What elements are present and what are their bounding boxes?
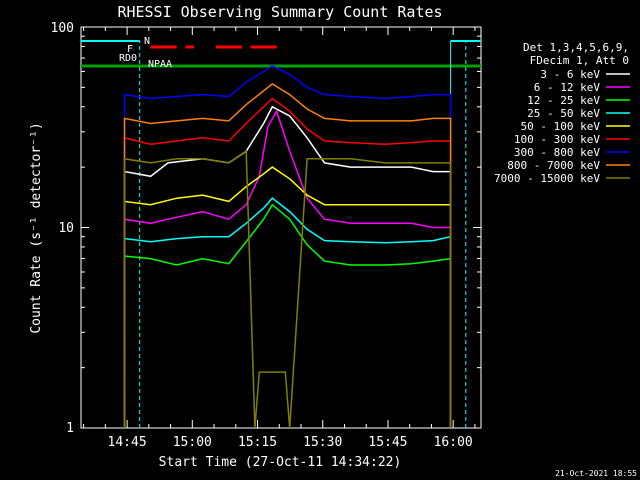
flag-label-npaa: NPAA [148, 59, 172, 70]
series-line [123, 203, 452, 428]
x-tick-label: 15:45 [368, 435, 407, 450]
x-tick-label: 15:30 [303, 435, 342, 450]
series-line [123, 149, 452, 429]
legend-entry-label: 100 - 300 keV [514, 133, 600, 146]
x-axis-label: Start Time (27-Oct-11 14:34:22) [159, 455, 402, 470]
legend-entry-label: 3 - 6 keV [540, 68, 600, 81]
legend-entry-label: 6 - 12 keV [534, 81, 601, 94]
series-line [123, 109, 452, 428]
x-tick-label: 16:00 [434, 435, 473, 450]
legend-entry-label: 300 - 800 keV [514, 146, 600, 159]
y-tick-label: 10 [58, 221, 74, 236]
x-tick-labels: 14:45 15:00 15:15 15:30 15:45 16:00 [108, 435, 473, 450]
y-axis-label: Count Rate (s⁻¹ detector⁻¹) [29, 122, 44, 333]
axis-ticks [81, 26, 481, 429]
y-tick-label: 100 [51, 21, 74, 36]
legend-header: FDecim 1, Att 0 [530, 54, 629, 67]
y-tick-label: 1 [66, 421, 74, 436]
flag-label-n: N [144, 36, 150, 47]
series-line [123, 65, 452, 428]
legend-entry-label: 50 - 100 keV [521, 120, 601, 133]
y-tick-labels: 1 10 100 [51, 21, 74, 436]
generation-timestamp: 21-Oct-2021 18:55 [555, 469, 637, 478]
x-tick-label: 15:00 [173, 435, 212, 450]
flag-labels: N F RD0 NPAA [119, 36, 172, 70]
series-line [123, 166, 452, 428]
legend-entry-label: 7000 - 15000 keV [494, 172, 600, 185]
x-tick-label: 14:45 [108, 435, 147, 450]
series-line [123, 105, 452, 428]
legend-entry-label: 800 - 7000 keV [507, 159, 600, 172]
chart-title: RHESSI Observing Summary Count Rates [117, 3, 442, 21]
legend-entry-label: 12 - 25 keV [527, 94, 600, 107]
x-tick-label: 15:15 [238, 435, 277, 450]
series-line [123, 82, 452, 428]
legend-header: Det 1,3,4,5,6,9, [523, 41, 629, 54]
flag-label-rd0: RD0 [119, 53, 137, 64]
series-line [123, 97, 452, 428]
series-line [123, 197, 452, 428]
flag-label-f: F [127, 44, 133, 55]
legend: Det 1,3,4,5,6,9, FDecim 1, Att 0 3 - 6 k… [494, 41, 630, 185]
series-lines [123, 65, 452, 429]
legend-entry-label: 25 - 50 keV [527, 107, 600, 120]
